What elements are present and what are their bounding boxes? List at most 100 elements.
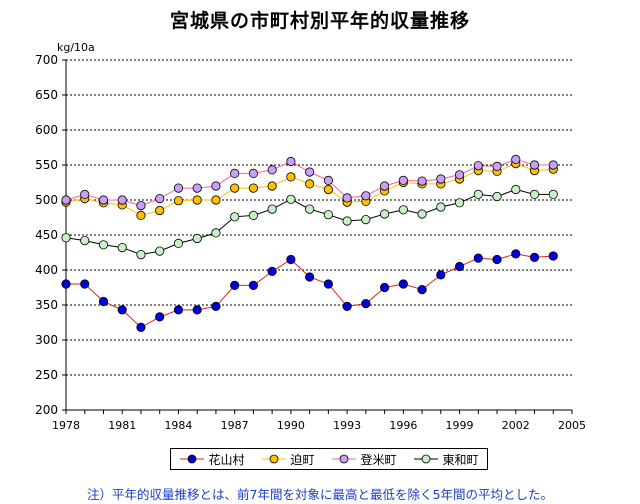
series-line-4 (65, 188, 554, 256)
point-s4-1986 (211, 228, 221, 238)
y-tick-label-300: 300 (35, 333, 58, 347)
legend-label-1: 花山村 (208, 452, 245, 467)
point-s1-2001 (492, 254, 502, 265)
point-s1-1987 (230, 280, 240, 290)
point-s3-2004 (548, 160, 558, 170)
legend-swatch-4 (414, 454, 439, 464)
point-s3-1978 (61, 195, 71, 205)
x-tick-label-1981: 1981 (108, 419, 136, 432)
point-s1-1981 (117, 305, 127, 315)
point-s4-1981 (117, 243, 127, 253)
legend-label-3: 登米町 (360, 452, 397, 467)
point-s3-2000 (473, 161, 483, 171)
legend-swatch-marker-1 (188, 454, 197, 464)
grid-lines (66, 59, 572, 376)
point-s1-1986 (211, 301, 221, 311)
legend-item-1: 花山村 (179, 451, 245, 468)
legend-item-2: 迫町 (261, 451, 315, 468)
point-s4-2000 (473, 189, 483, 199)
point-s1-1988 (248, 280, 259, 290)
point-s1-1982 (136, 322, 146, 332)
point-s4-1998 (436, 202, 446, 212)
point-s2-1987 (230, 183, 240, 193)
y-tick-label-600: 600 (35, 123, 58, 137)
legend-item-3: 登米町 (331, 451, 397, 468)
point-s1-1993 (342, 301, 352, 311)
legend-swatch-marker-2 (270, 454, 279, 464)
point-s4-1996 (398, 205, 408, 215)
x-tick-label-2005: 2005 (558, 419, 586, 432)
point-s3-2003 (529, 160, 540, 170)
x-tick-label-1999: 1999 (446, 419, 474, 432)
y-tick-label-450: 450 (35, 228, 58, 242)
point-s2-1992 (323, 184, 333, 195)
point-s3-1979 (80, 189, 90, 199)
point-s2-1984 (173, 196, 184, 206)
legend-swatch-1 (180, 454, 205, 464)
point-s3-1986 (211, 181, 221, 191)
y-tick-label-700: 700 (35, 53, 58, 67)
x-tick-label-1987: 1987 (221, 419, 249, 432)
point-s4-1984 (173, 238, 184, 248)
point-s3-1998 (436, 174, 446, 184)
series-1 (61, 249, 558, 332)
point-s1-1992 (323, 279, 333, 289)
point-s1-1997 (417, 284, 427, 295)
x-tick-label-1984: 1984 (164, 419, 192, 432)
point-s4-1992 (323, 210, 333, 220)
point-s1-1990 (286, 254, 296, 265)
point-s4-1982 (136, 250, 146, 260)
point-s3-1999 (454, 170, 465, 180)
point-s2-1982 (136, 210, 146, 220)
axes (62, 59, 573, 414)
point-s1-2003 (529, 252, 540, 262)
point-s4-1979 (80, 236, 90, 246)
legend: 花山村 迫町 登米町 東和町 (170, 448, 488, 470)
chart-title: 宮城県の市町村別平年的収量推移 (169, 10, 470, 32)
point-s3-1990 (286, 156, 296, 167)
x-tick-label-1993: 1993 (333, 419, 361, 432)
point-s1-1998 (436, 270, 446, 280)
legend-item-4: 東和町 (413, 451, 479, 468)
point-s2-1989 (267, 181, 277, 191)
point-s3-1983 (155, 194, 165, 204)
point-s3-1993 (342, 193, 352, 203)
footnote: 注）平年的収量推移とは、前7年間を対象に最高と最低を除く5年間の平均とした。 (87, 487, 553, 502)
point-s4-1980 (98, 240, 109, 250)
series-3 (61, 154, 558, 211)
point-s4-2002 (511, 184, 521, 195)
point-s4-1999 (454, 198, 465, 208)
point-s1-1979 (80, 279, 90, 289)
point-s1-1984 (173, 305, 184, 315)
point-s4-1993 (342, 216, 352, 226)
point-s1-2000 (473, 253, 483, 263)
point-s2-1983 (155, 205, 165, 216)
point-s2-1991 (305, 179, 315, 189)
x-tick-label-1990: 1990 (277, 419, 305, 432)
point-s3-1984 (173, 183, 184, 193)
point-s4-1991 (305, 204, 315, 214)
y-tick-labels: 200 250 300 350 400 450 500 550 600 650 700 (35, 53, 58, 417)
point-s3-1991 (305, 167, 315, 177)
point-s1-1999 (454, 261, 465, 272)
point-s3-1992 (323, 175, 333, 185)
legend-label-2: 迫町 (290, 452, 315, 467)
point-s4-1994 (361, 215, 371, 225)
x-tick-labels: 1978 1981 1984 1987 1990 1993 1996 1999 2002 2005 (52, 419, 586, 432)
point-s4-1983 (155, 246, 165, 256)
point-s1-2004 (548, 251, 558, 261)
series-line-1 (66, 253, 554, 329)
point-s3-1987 (230, 168, 240, 178)
y-tick-label-500: 500 (35, 193, 58, 207)
point-s3-1988 (248, 168, 259, 178)
y-tick-label-200: 200 (35, 403, 58, 417)
point-s4-1978 (61, 233, 71, 243)
legend-label-4: 東和町 (442, 452, 479, 467)
point-s4-1997 (417, 209, 427, 219)
point-s4-1989 (267, 204, 277, 214)
point-s2-1986 (211, 195, 221, 205)
point-s3-1980 (98, 195, 109, 205)
point-s1-1995 (379, 282, 390, 293)
y-tick-label-400: 400 (35, 263, 58, 277)
point-s4-1995 (379, 209, 390, 219)
